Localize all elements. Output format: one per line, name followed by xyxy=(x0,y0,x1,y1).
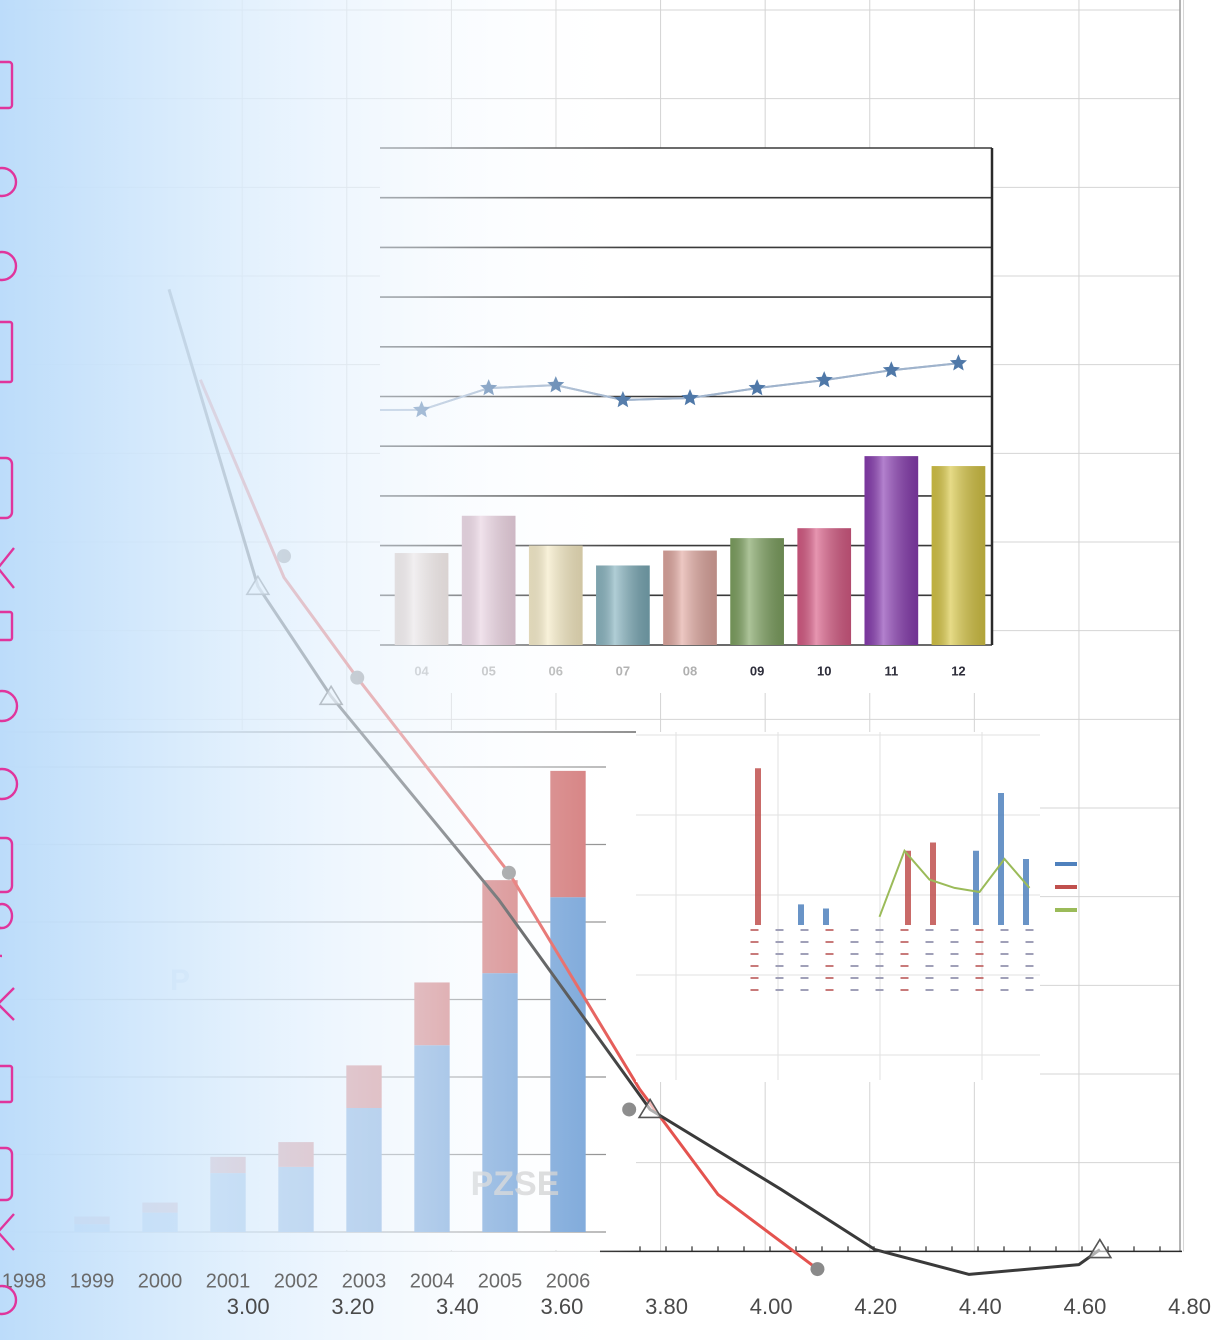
bar xyxy=(973,850,979,925)
axis-labels: 3.00 3.20 3.40 3.60 3.80 4.00 4.20 4.40 4.60 4.80… xyxy=(2,1270,1211,1319)
chart-background xyxy=(636,732,1040,1082)
x-tick-label: 2006 xyxy=(546,1270,591,1292)
x-tick-label: 09 xyxy=(750,663,764,678)
x-tick-label: 2001 xyxy=(206,1270,251,1292)
glyph xyxy=(0,987,15,1021)
glyph xyxy=(0,689,19,723)
x-tick-label: 2002 xyxy=(274,1270,319,1292)
x-tick-label: 3.20 xyxy=(331,1294,374,1319)
bar xyxy=(823,908,829,925)
glyph xyxy=(0,250,18,282)
x-tick-label: 11 xyxy=(884,663,898,678)
x-tick-label: 3.60 xyxy=(541,1294,584,1319)
x-tick-label: 4.20 xyxy=(854,1294,897,1319)
x-tick-label: 4.40 xyxy=(959,1294,1002,1319)
bar xyxy=(998,793,1004,925)
glyph xyxy=(0,547,15,589)
x-tick-label: 08 xyxy=(683,663,697,678)
glyph xyxy=(0,902,14,958)
x-tick-label: 4.80 xyxy=(1168,1294,1211,1319)
bar xyxy=(755,768,761,925)
x-tick-label: 4.00 xyxy=(750,1294,793,1319)
bar-shine xyxy=(730,538,784,645)
x-tick-label: 1999 xyxy=(70,1270,115,1292)
x-tick-label: 2005 xyxy=(478,1270,523,1292)
glyph xyxy=(0,1064,14,1104)
star-marker xyxy=(815,371,833,388)
glyph xyxy=(0,1284,18,1316)
bar-shine xyxy=(864,456,919,645)
x-tick-label: 10 xyxy=(817,663,831,678)
bar xyxy=(905,850,911,925)
bar xyxy=(1023,859,1029,925)
x-tick-label: 3.00 xyxy=(227,1294,270,1319)
glyph xyxy=(0,610,14,642)
glyph xyxy=(0,767,19,801)
star-marker xyxy=(882,361,900,378)
side-glyphs xyxy=(0,60,19,1316)
bar-shine xyxy=(931,466,986,645)
x-tick-label: 3.80 xyxy=(645,1294,688,1319)
glyph xyxy=(0,166,18,198)
glyph xyxy=(0,60,14,110)
x-tick-label: 1998 xyxy=(2,1270,47,1292)
x-tick-label: 3.40 xyxy=(436,1294,479,1319)
triangle-marker xyxy=(1087,1238,1113,1259)
x-tick-label: 2003 xyxy=(342,1270,387,1292)
bar-shine xyxy=(663,550,717,645)
bar xyxy=(798,904,804,925)
glyph xyxy=(0,1146,14,1202)
glyph xyxy=(0,456,14,520)
bar xyxy=(930,842,936,925)
series-line xyxy=(878,848,1031,918)
star-marker xyxy=(949,354,967,371)
glyph xyxy=(0,320,14,384)
x-tick-label: 2004 xyxy=(410,1270,455,1292)
circle-marker xyxy=(810,1262,825,1277)
star-marker xyxy=(681,389,699,406)
fade-overlay xyxy=(0,0,640,1340)
combo-chart xyxy=(636,732,1077,1082)
x-tick-label: 2000 xyxy=(138,1270,183,1292)
bar-shine xyxy=(797,528,852,645)
x-tick-label: 12 xyxy=(951,663,965,678)
glyph xyxy=(0,1213,15,1251)
x-tick-label: 4.60 xyxy=(1064,1294,1107,1319)
glyph xyxy=(0,836,14,894)
star-marker xyxy=(748,379,766,396)
triangle-marker xyxy=(637,1097,663,1119)
